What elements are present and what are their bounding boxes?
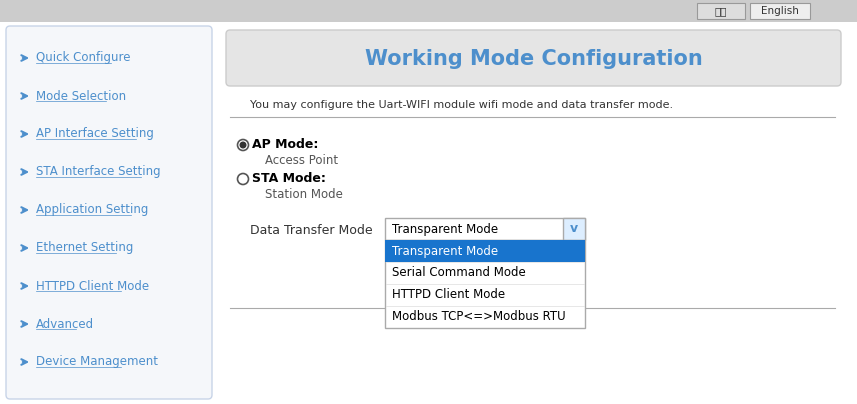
Text: Device Management: Device Management: [36, 356, 158, 368]
FancyBboxPatch shape: [385, 218, 585, 240]
Text: Advanced: Advanced: [36, 318, 94, 330]
Text: Data Transfer Mode: Data Transfer Mode: [250, 223, 373, 236]
Text: Transparent Mode: Transparent Mode: [392, 244, 498, 257]
Text: HTTPD Client Mode: HTTPD Client Mode: [36, 280, 149, 292]
FancyBboxPatch shape: [0, 22, 857, 404]
Text: You may configure the Uart-WIFI module wifi mode and data transfer mode.: You may configure the Uart-WIFI module w…: [250, 100, 673, 110]
FancyBboxPatch shape: [0, 0, 857, 22]
FancyBboxPatch shape: [750, 3, 810, 19]
FancyBboxPatch shape: [385, 240, 585, 262]
Circle shape: [240, 142, 246, 148]
Text: AP Mode:: AP Mode:: [252, 139, 318, 152]
Text: Station Mode: Station Mode: [265, 189, 343, 202]
Text: English: English: [761, 6, 799, 16]
FancyBboxPatch shape: [563, 218, 585, 240]
Text: v: v: [570, 223, 578, 236]
FancyBboxPatch shape: [220, 22, 857, 404]
Text: Modbus TCP<=>Modbus RTU: Modbus TCP<=>Modbus RTU: [392, 311, 566, 324]
Text: Working Mode Configuration: Working Mode Configuration: [365, 49, 703, 69]
Text: AP Interface Setting: AP Interface Setting: [36, 128, 154, 141]
Text: Ethernet Setting: Ethernet Setting: [36, 242, 134, 255]
Text: Quick Configure: Quick Configure: [36, 51, 130, 65]
Text: Application Setting: Application Setting: [36, 204, 148, 217]
Text: Mode Selection: Mode Selection: [36, 90, 126, 103]
FancyBboxPatch shape: [6, 26, 212, 399]
Text: Serial Command Mode: Serial Command Mode: [392, 267, 525, 280]
Text: Access Point: Access Point: [265, 154, 339, 166]
FancyBboxPatch shape: [697, 3, 745, 19]
FancyBboxPatch shape: [385, 240, 585, 328]
Text: STA Interface Setting: STA Interface Setting: [36, 166, 160, 179]
Text: Transparent Mode: Transparent Mode: [392, 223, 498, 236]
FancyBboxPatch shape: [226, 30, 841, 86]
Text: HTTPD Client Mode: HTTPD Client Mode: [392, 288, 505, 301]
Text: STA Mode:: STA Mode:: [252, 173, 326, 185]
Text: 中文: 中文: [715, 6, 728, 16]
